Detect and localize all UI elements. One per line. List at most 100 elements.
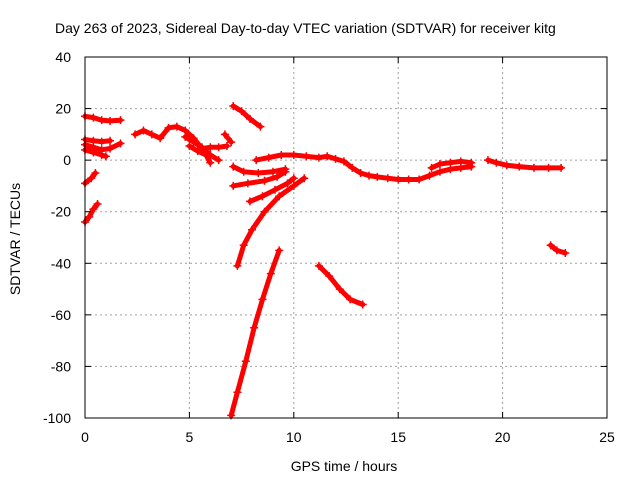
series-trace [132,124,230,151]
data-point [87,174,96,183]
data-point [273,172,282,181]
data-point [156,134,165,143]
ticks [84,56,608,419]
data-point [106,136,115,145]
data-series-11 [229,101,265,131]
data-point [181,132,190,141]
data-point [289,181,298,190]
y-tick-label: -40 [51,255,71,271]
data-point [446,158,455,167]
data-series-14 [245,174,298,206]
data-point [237,107,246,116]
data-point [300,174,309,183]
data-point [239,167,248,176]
data-point [260,176,269,185]
data-point [467,158,476,167]
data-point [427,163,436,172]
data-point [266,269,275,278]
series-trace [548,242,568,256]
data-point [89,113,98,122]
data-series-5 [81,169,100,188]
data-point [139,126,148,135]
data-series-21 [546,241,570,257]
y-tick-label: -60 [51,307,71,323]
data-point [243,179,252,188]
series-trace [228,247,282,418]
data-series-9 [185,141,215,167]
data-point [515,162,524,171]
data-series-10 [220,130,236,147]
data-point [346,295,355,304]
data-point [383,174,392,183]
data-point [302,152,311,161]
data-point [220,130,229,139]
tick-labels: 0 5 10 15 20 25 -100 -80 -60 -40 -20 0 20 40 [43,49,615,445]
data-series-12 [229,162,290,178]
data-point [85,212,94,221]
data-series-15 [233,174,309,270]
data-series-20 [483,156,566,172]
data-point [97,137,106,146]
data-point [256,122,265,131]
data-point [258,192,267,201]
data-series-8 [181,132,223,165]
data-point [222,141,231,150]
data-point [373,172,382,181]
x-tick-label: 10 [286,429,302,445]
series-trace [186,143,213,166]
grid [85,57,607,418]
y-tick-label: 40 [55,49,71,65]
data-series-19 [314,261,367,309]
data-point [561,248,570,257]
data-point [331,154,340,163]
series-trace [485,157,564,171]
data-point [271,185,280,194]
data-point [245,197,254,206]
data-point [339,157,348,166]
data-point [164,123,173,132]
x-tick-label: 0 [81,429,89,445]
data-point [91,169,100,178]
data-point [252,156,261,165]
y-tick-label: 0 [63,152,71,168]
data-point [106,144,115,153]
data-point [258,295,267,304]
data-series-4 [81,145,110,161]
data-point [106,116,115,125]
data-point [229,162,238,171]
data-point [116,116,125,125]
data-point [229,101,238,110]
data-point [314,261,323,270]
data-point [358,300,367,309]
data-point [185,141,194,150]
plot-frame [84,56,608,419]
data-point [202,150,211,159]
data-series-6 [81,199,102,227]
data-point [435,167,444,176]
data-point [394,175,403,184]
data-point [492,158,501,167]
data-point [415,175,424,184]
data-point [241,357,250,366]
data-point [283,179,292,188]
y-axis-label: SDTVAR / TECUs [7,183,23,295]
x-axis-label: GPS time / hours [291,458,398,474]
x-tick-label: 15 [390,429,406,445]
series-layer [81,101,570,420]
data-point [552,246,561,255]
data-point [364,171,373,180]
data-point [281,167,290,176]
data-point [147,130,156,139]
data-point [529,163,538,172]
data-point [254,169,263,178]
data-point [227,138,236,147]
x-tick-label: 25 [599,429,615,445]
data-point [89,148,98,157]
data-point [172,122,181,131]
data-point [356,169,365,178]
data-point [546,241,555,250]
y-tick-label: -20 [51,204,71,220]
data-point [248,225,257,234]
series-trace [253,152,474,182]
